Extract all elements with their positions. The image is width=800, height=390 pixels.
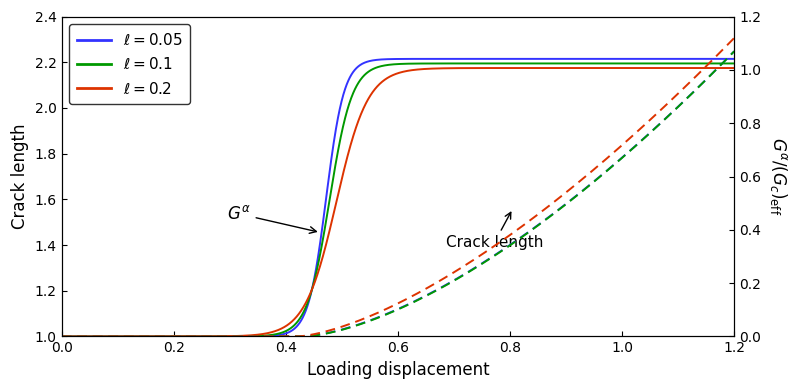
Y-axis label: $G^{\alpha}/(G_c)_{\mathrm{eff}}$: $G^{\alpha}/(G_c)_{\mathrm{eff}}$ bbox=[768, 137, 789, 216]
Text: $G^{\alpha}$: $G^{\alpha}$ bbox=[227, 205, 316, 233]
Legend: $\ell = 0.05$, $\ell = 0.1$, $\ell = 0.2$: $\ell = 0.05$, $\ell = 0.1$, $\ell = 0.2… bbox=[70, 24, 190, 105]
Y-axis label: Crack length: Crack length bbox=[11, 124, 29, 229]
X-axis label: Loading displacement: Loading displacement bbox=[306, 361, 490, 379]
Text: Crack length: Crack length bbox=[446, 212, 543, 250]
